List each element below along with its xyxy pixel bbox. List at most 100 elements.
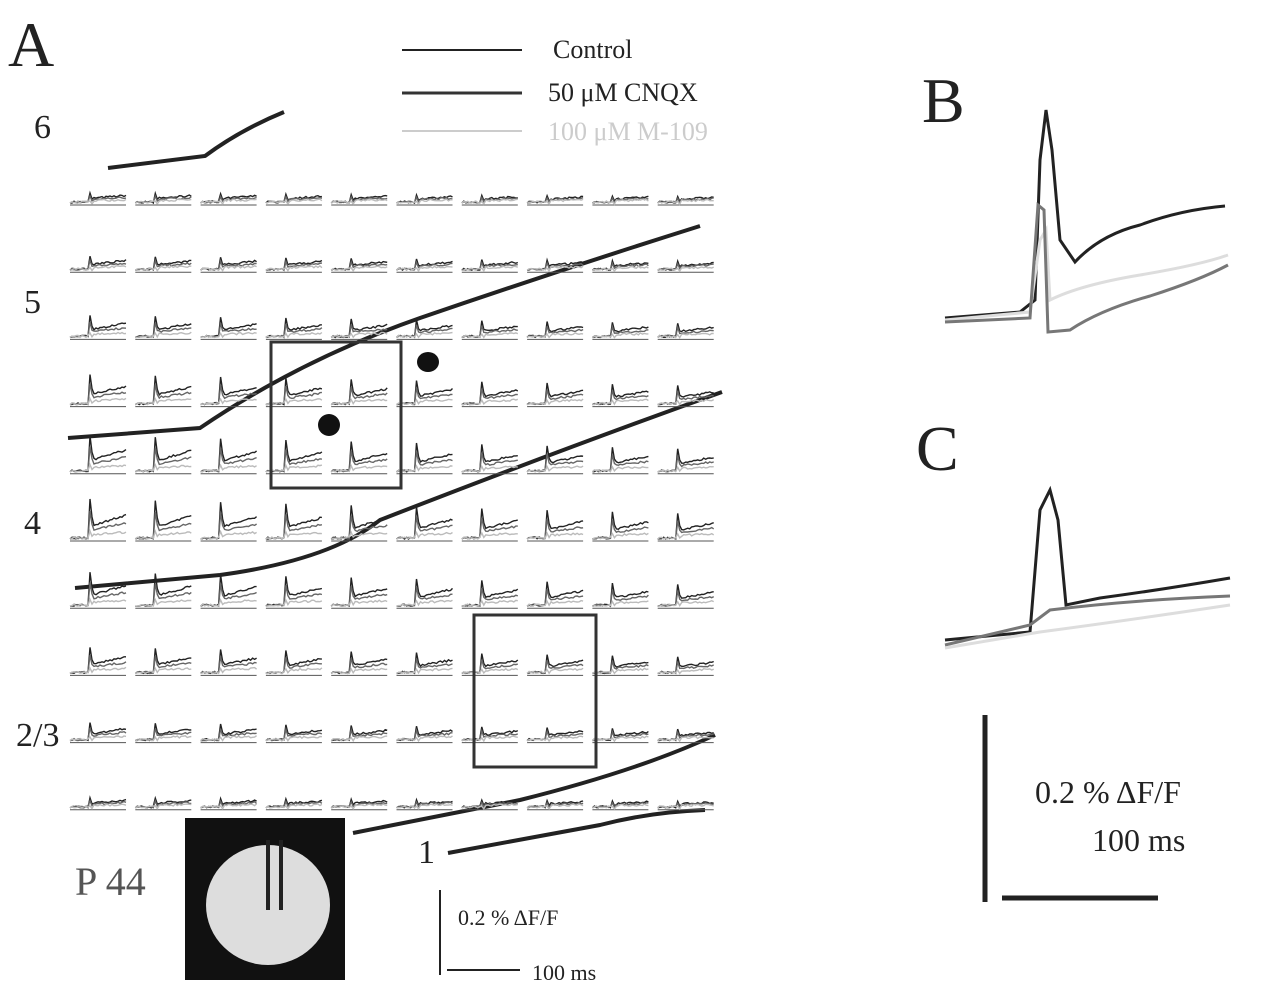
trace-m109 <box>526 667 584 675</box>
trace-m109 <box>265 397 323 406</box>
trace-cnqx <box>944 201 1229 334</box>
trace-cnqx <box>265 657 322 675</box>
scale-label: 100 ms <box>532 960 596 985</box>
trace-m109 <box>200 666 258 675</box>
trace-m109 <box>265 803 323 810</box>
trace-m109 <box>135 331 192 339</box>
trace-m109 <box>330 265 388 273</box>
trace-m109 <box>461 735 518 743</box>
trace-grid <box>69 190 715 811</box>
trace-m109 <box>657 398 715 406</box>
roi-box <box>269 340 403 490</box>
trace-m109 <box>461 332 519 339</box>
trace-cnqx <box>592 390 649 406</box>
trace-m109 <box>265 530 322 540</box>
trace-m109 <box>461 464 518 473</box>
trace-m109 <box>200 265 257 273</box>
trace-m109 <box>396 464 453 473</box>
trace-m109 <box>135 198 192 205</box>
trace-m109 <box>135 666 192 675</box>
boundary <box>447 808 706 855</box>
electrode-marker <box>318 414 340 436</box>
trace-m109 <box>657 332 714 340</box>
trace-control <box>396 726 453 742</box>
trace-m109 <box>265 735 322 742</box>
trace-m109 <box>330 803 388 811</box>
trace-cnqx <box>134 655 192 675</box>
trace-m109 <box>200 597 257 607</box>
trace-cnqx <box>526 389 584 406</box>
trace-m109 <box>396 803 453 811</box>
trace-cnqx <box>657 590 715 607</box>
trace-cnqx <box>69 727 127 742</box>
boundary <box>67 224 701 440</box>
trace-m109 <box>592 198 649 206</box>
trace-m109 <box>330 598 388 607</box>
trace-cnqx <box>944 594 1231 647</box>
trace-m109 <box>330 667 388 675</box>
trace-control <box>69 435 127 473</box>
trace-m109 <box>200 529 257 540</box>
trace-control <box>526 382 584 406</box>
trace-control <box>69 315 127 339</box>
trace-m109 <box>265 264 323 273</box>
scale-label: 0.2 % ΔF/F <box>458 905 558 930</box>
trace-m109 <box>69 331 127 339</box>
trace-m109 <box>69 735 127 742</box>
trace-m109 <box>134 265 192 272</box>
trace-m109 <box>592 332 649 339</box>
trace-m109 <box>330 398 388 406</box>
trace-m109 <box>200 463 257 473</box>
layer-label: 4 <box>24 505 41 542</box>
trace-m109 <box>461 531 518 540</box>
trace-control <box>200 723 257 742</box>
trace-m109 <box>69 528 127 540</box>
trace-m109 <box>265 667 323 675</box>
layer-boundaries <box>67 110 723 855</box>
trace-m109 <box>396 398 453 406</box>
trace-m109 <box>69 597 127 607</box>
trace-m109 <box>200 198 257 206</box>
trace-m109 <box>657 198 714 206</box>
trace-m109 <box>330 198 388 206</box>
trace-m109 <box>396 530 453 540</box>
trace-m109 <box>526 198 584 206</box>
trace-m109 <box>657 465 714 473</box>
trace-m109 <box>134 463 192 473</box>
trace-m109 <box>69 666 127 675</box>
trace-m109 <box>591 465 649 473</box>
layer-label: 1 <box>418 834 435 871</box>
trace-m109 <box>592 600 649 607</box>
panel-b-traces <box>944 109 1231 650</box>
trace-control <box>944 109 1226 320</box>
trace-cnqx <box>396 260 453 271</box>
trace-m109 <box>657 803 714 811</box>
trace-m109 <box>330 331 388 339</box>
panel-label: B <box>922 65 965 136</box>
trace-control <box>69 374 127 406</box>
trace-m109 <box>69 396 127 406</box>
trace-m109 <box>135 597 192 607</box>
trace-m109 <box>657 266 714 273</box>
trace-m109 <box>135 803 192 810</box>
trace-m109 <box>331 530 388 540</box>
trace-m109 <box>265 463 323 473</box>
roi-box <box>472 613 598 769</box>
trace-m109 <box>135 397 192 406</box>
trace-cnqx <box>461 325 518 338</box>
trace-cnqx <box>461 388 518 406</box>
trace-control <box>134 437 192 473</box>
trace-m109 <box>200 397 257 406</box>
panel-label: C <box>916 413 959 484</box>
trace-control <box>330 318 388 339</box>
trace-cnqx <box>200 584 257 608</box>
trace-control <box>944 485 1231 642</box>
trace-cnqx <box>330 259 388 271</box>
trace-cnqx <box>134 728 192 742</box>
trace-cnqx <box>330 450 388 473</box>
trace-control <box>265 724 323 742</box>
trace-control <box>330 577 388 607</box>
trace-m109 <box>526 332 584 339</box>
trace-m109 <box>265 198 323 206</box>
